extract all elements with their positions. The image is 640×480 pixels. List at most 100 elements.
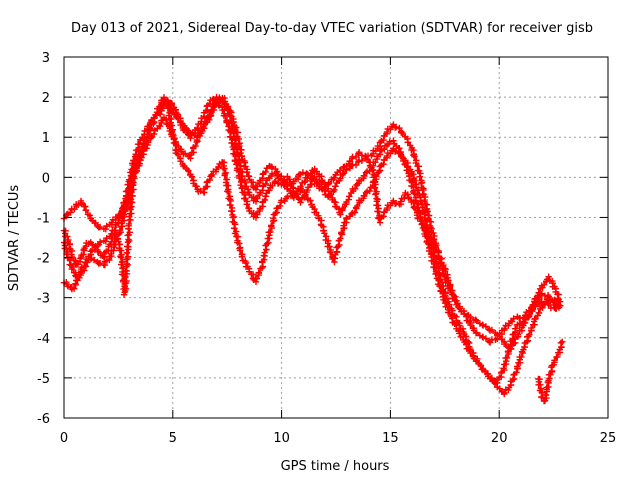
data-point [255, 269, 262, 276]
data-point [126, 184, 133, 191]
data-point [208, 171, 215, 178]
data-point [238, 146, 245, 154]
data-point [390, 137, 397, 144]
data-point [225, 188, 232, 196]
data-point [318, 177, 325, 184]
data-point [354, 180, 362, 187]
data-point [511, 325, 519, 332]
data-point [351, 185, 359, 192]
data-point [71, 206, 78, 213]
data-point [491, 380, 499, 387]
y-tick-label: -3 [37, 292, 50, 307]
data-point [413, 212, 421, 219]
data-point [352, 153, 360, 161]
data-point [503, 354, 511, 361]
data-point [321, 183, 328, 190]
y-tick-label: 1 [42, 131, 50, 146]
data-point [363, 155, 371, 163]
data-point [334, 243, 342, 250]
chart-title: Day 013 of 2021, Sidereal Day-to-day VTE… [71, 21, 593, 36]
data-point [224, 188, 231, 195]
x-tick-label: 15 [382, 431, 399, 446]
data-point [206, 116, 213, 123]
data-point [351, 209, 359, 216]
data-point [524, 314, 532, 321]
y-tick-label: -6 [37, 412, 50, 427]
data-point [130, 165, 137, 172]
data-point [122, 267, 129, 274]
y-tick-label: 3 [42, 51, 50, 66]
data-point [540, 281, 548, 288]
data-point [228, 139, 235, 147]
data-point [411, 205, 419, 212]
data-point [513, 363, 521, 370]
data-point [528, 304, 535, 312]
data-point [403, 167, 410, 174]
data-point [430, 229, 437, 237]
data-point [253, 275, 260, 282]
data-point [235, 158, 242, 165]
data-point [172, 139, 179, 146]
data-point [297, 183, 304, 190]
series-trace-1 [60, 97, 564, 346]
data-point [446, 309, 453, 316]
data-point [288, 189, 295, 197]
data-point [167, 107, 175, 114]
data-point [501, 325, 508, 332]
data-point [262, 193, 269, 200]
data-point [416, 173, 423, 180]
data-point [446, 283, 453, 290]
data-point [127, 177, 134, 184]
data-point [96, 223, 104, 231]
data-point [68, 253, 75, 261]
data-point [258, 264, 266, 272]
data-point [482, 335, 490, 342]
data-point [411, 190, 418, 197]
data-point [353, 181, 360, 188]
data-point [269, 182, 276, 189]
data-point [174, 142, 182, 150]
x-tick-label: 20 [491, 431, 508, 446]
data-point [376, 163, 384, 170]
data-point [254, 183, 261, 190]
data-point [526, 311, 533, 318]
data-point [185, 167, 192, 174]
data-point [166, 127, 173, 135]
data-point [331, 186, 338, 193]
data-point [212, 101, 219, 108]
data-point [206, 100, 213, 107]
data-point [399, 129, 406, 137]
x-axis-label: GPS time / hours [281, 459, 390, 474]
data-point [325, 179, 333, 187]
data-point [430, 257, 437, 265]
data-point [466, 318, 473, 325]
data-point [278, 173, 285, 180]
data-point [221, 172, 228, 179]
data-point [236, 142, 243, 150]
data-point [90, 256, 98, 264]
data-point [337, 175, 344, 182]
data-point [326, 243, 333, 250]
data-point [521, 319, 528, 326]
data-point [559, 338, 566, 345]
data-series [60, 93, 566, 405]
data-point [181, 150, 189, 157]
data-point [362, 189, 370, 196]
data-point [299, 169, 307, 176]
data-point [143, 137, 150, 144]
data-point [297, 199, 304, 206]
data-point [290, 194, 297, 201]
data-point [548, 367, 556, 375]
data-point [472, 316, 479, 323]
data-point [78, 199, 85, 207]
data-point [361, 192, 368, 200]
data-point [125, 220, 133, 228]
data-point [358, 157, 366, 164]
data-point [193, 136, 201, 144]
data-point [263, 240, 271, 247]
data-point [188, 173, 195, 180]
data-point [532, 315, 539, 322]
data-point [396, 124, 403, 132]
data-point [231, 125, 239, 133]
